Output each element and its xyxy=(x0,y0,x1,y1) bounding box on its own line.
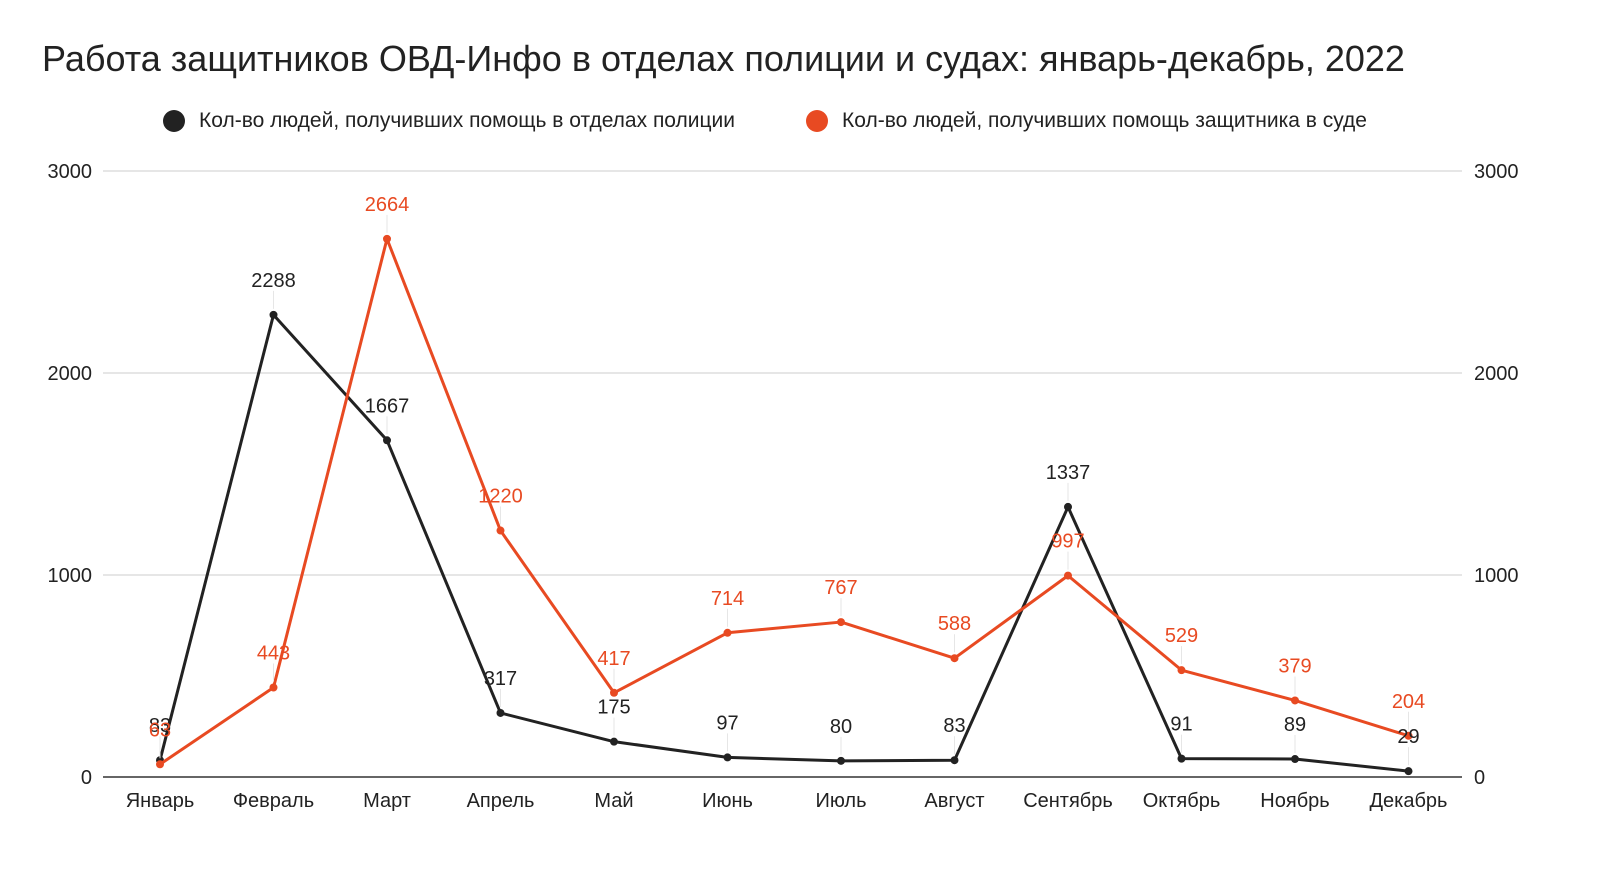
data-label-court: 417 xyxy=(597,648,630,670)
data-point-police xyxy=(837,756,845,765)
data-point-police xyxy=(1404,767,1413,776)
data-label-court: 1220 xyxy=(478,486,523,508)
data-label-court: 63 xyxy=(149,719,171,741)
grid-lines xyxy=(103,170,1462,778)
x-tick-label: Ноябрь xyxy=(1260,790,1329,812)
data-label-court: 588 xyxy=(938,613,971,635)
legend-marker-court xyxy=(806,110,828,132)
data-label-police: 317 xyxy=(484,668,517,690)
legend-label-police: Кол-во людей, получивших помощь в отдела… xyxy=(199,109,736,132)
x-tick-label: Январь xyxy=(126,790,195,812)
y-tick-label: 0 xyxy=(81,767,92,789)
y2-tick-label: 2000 xyxy=(1474,363,1519,385)
y-tick-label: 3000 xyxy=(48,161,93,183)
data-label-court: 204 xyxy=(1392,691,1425,713)
data-label-police: 1667 xyxy=(365,395,410,417)
data-point-court xyxy=(1291,696,1299,705)
data-label-court: 997 xyxy=(1051,531,1084,553)
data-point-police xyxy=(1177,754,1186,763)
data-labels: 83 2288 1667 317 175 97 80 83 1337 91 89 29 63 443 266… xyxy=(149,194,1425,766)
data-point-police xyxy=(496,708,505,717)
data-point-police xyxy=(1291,755,1299,764)
x-tick-label: Февраль xyxy=(233,790,314,812)
y2-tick-label: 3000 xyxy=(1474,161,1519,183)
x-tick-label: Октябрь xyxy=(1143,790,1221,812)
data-point-court xyxy=(383,234,391,243)
x-tick-label: Июнь xyxy=(702,790,753,812)
data-point-court xyxy=(1064,571,1072,580)
y-tick-label: 1000 xyxy=(48,565,93,587)
x-tick-label: Декабрь xyxy=(1370,790,1448,812)
data-label-police: 29 xyxy=(1397,726,1419,748)
data-label-police: 1337 xyxy=(1046,462,1091,484)
data-label-police: 83 xyxy=(149,715,171,737)
data-point-police xyxy=(1064,502,1072,511)
legend-item-police[interactable]: Кол-во людей, получивших помощь в отдела… xyxy=(163,104,735,138)
data-point-court xyxy=(496,526,505,535)
data-label-police: 89 xyxy=(1284,714,1306,736)
series-lines xyxy=(156,234,1413,776)
legend-item-court[interactable]: Кол-во людей, получивших помощь защитник… xyxy=(806,104,1367,138)
data-point-police xyxy=(269,310,278,319)
legend-marker-police xyxy=(163,110,185,132)
data-point-court xyxy=(837,618,845,627)
data-label-police: 80 xyxy=(830,716,852,738)
x-tick-label: Май xyxy=(594,790,633,812)
data-point-court xyxy=(156,760,164,769)
legend: Кол-во людей, получивших помощь в отдела… xyxy=(0,104,1600,138)
x-tick-label: Сентябрь xyxy=(1023,790,1113,812)
data-label-police: 97 xyxy=(716,712,738,734)
data-point-court xyxy=(1404,731,1413,740)
data-point-police xyxy=(610,737,618,746)
x-tick-label: Июль xyxy=(815,790,866,812)
data-label-police: 91 xyxy=(1170,714,1192,736)
data-point-police xyxy=(723,753,732,762)
legend-label-court: Кол-во людей, получивших помощь защитник… xyxy=(842,109,1367,132)
data-point-police xyxy=(950,756,959,765)
data-point-police xyxy=(383,436,391,445)
data-point-court xyxy=(1177,666,1186,675)
data-label-court: 379 xyxy=(1278,655,1311,677)
y-tick-label: 2000 xyxy=(48,363,93,385)
y2-tick-label: 1000 xyxy=(1474,565,1519,587)
data-label-police: 2288 xyxy=(251,270,296,292)
x-tick-label: Апрель xyxy=(467,790,535,812)
data-point-court xyxy=(950,654,959,663)
data-label-court: 443 xyxy=(257,643,290,665)
data-label-court: 529 xyxy=(1165,625,1198,647)
y2-tick-label: 0 xyxy=(1474,767,1485,789)
axis-labels: 0 1000 2000 3000 0 1000 2000 3000 Январь Февраль М… xyxy=(48,161,1519,812)
data-point-court xyxy=(610,688,618,697)
chart-title: Работа защитников ОВД-Инфо в отделах пол… xyxy=(42,38,1405,79)
x-tick-label: Август xyxy=(924,790,984,812)
x-tick-label: Март xyxy=(363,790,411,812)
data-point-court xyxy=(723,628,732,637)
data-label-police: 83 xyxy=(943,715,965,737)
data-label-police: 175 xyxy=(597,697,630,719)
data-label-court: 2664 xyxy=(365,194,410,216)
data-label-court: 767 xyxy=(824,577,857,599)
data-label-court: 714 xyxy=(711,588,744,610)
data-point-court xyxy=(269,683,278,692)
series-line-police xyxy=(158,313,1410,773)
series-line-court xyxy=(158,237,1410,766)
